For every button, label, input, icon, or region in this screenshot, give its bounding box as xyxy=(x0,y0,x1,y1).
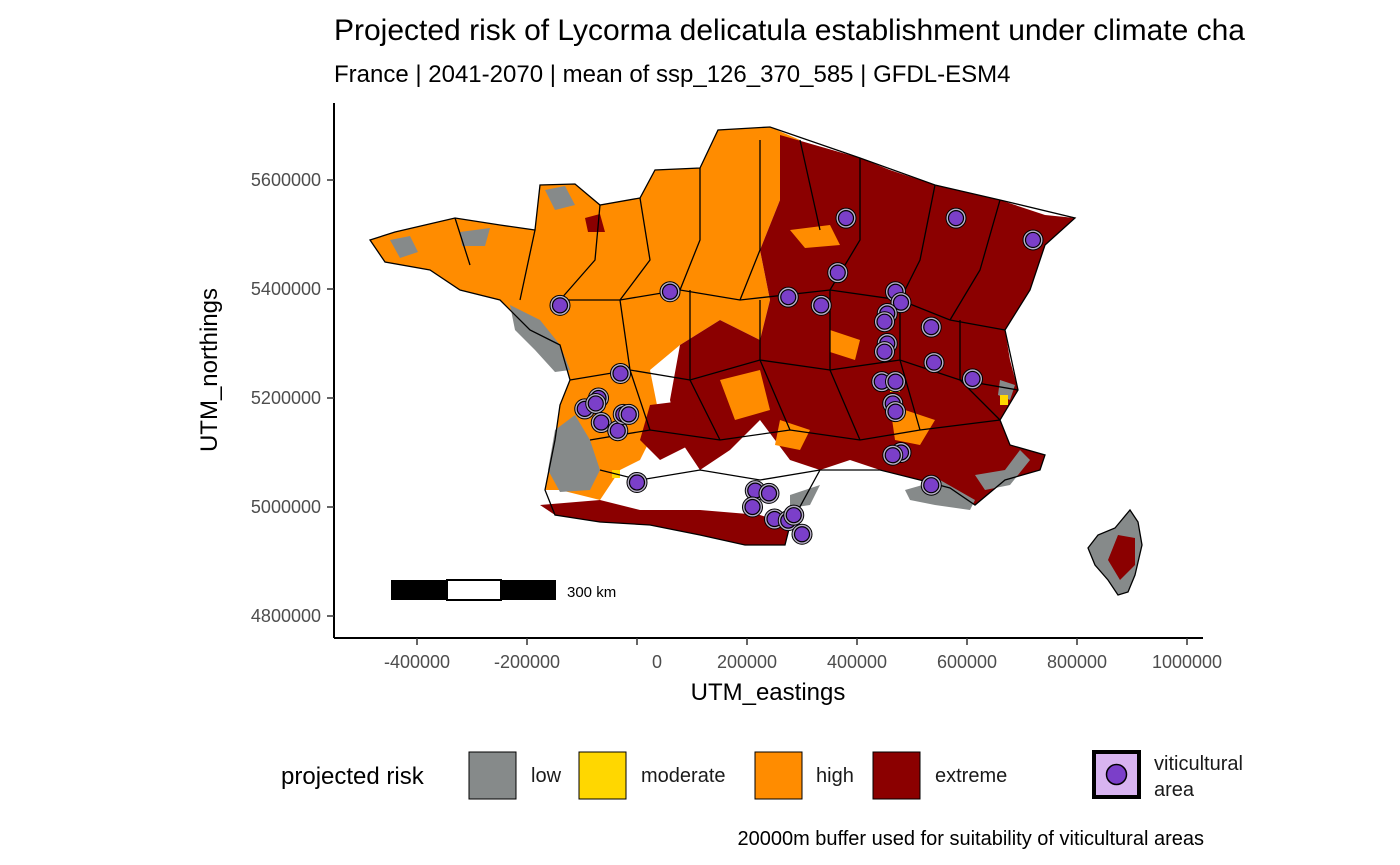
legend-title: projected risk xyxy=(281,763,425,790)
y-tick-label: 5200000 xyxy=(251,388,321,408)
scale-bar-segment xyxy=(501,580,556,600)
legend-viticultural-line: viticultural xyxy=(1154,753,1243,775)
legend-key-high xyxy=(754,751,803,800)
viticultural-area-point xyxy=(593,414,610,431)
y-axis-ticks: 4800000 5000000 5200000 5400000 5600000 xyxy=(251,170,334,626)
legend-key-extreme xyxy=(872,751,921,800)
x-tick-label: 400000 xyxy=(827,652,887,672)
viticultural-area-point xyxy=(760,485,778,502)
legend-key-low xyxy=(468,751,517,800)
x-tick-label: 200000 xyxy=(717,652,777,672)
scale-bar-segment xyxy=(391,580,447,600)
viticultural-area-point xyxy=(923,477,940,494)
scale-bar: 300 km xyxy=(391,579,616,601)
viticultural-area-point xyxy=(947,210,965,227)
viticultural-area-point xyxy=(785,507,802,524)
viticultural-area-point xyxy=(628,474,646,491)
viticultural-area-point xyxy=(813,297,830,314)
legend-key-moderate xyxy=(578,751,627,800)
viticultural-area-point xyxy=(925,354,943,371)
legend-viticultural-line: area xyxy=(1154,779,1195,801)
viticultural-area-point xyxy=(587,395,604,412)
x-tick-label: 0 xyxy=(652,652,662,672)
viticultural-area-point xyxy=(923,319,940,336)
legend-label-extreme: extreme xyxy=(935,765,1007,787)
viticultural-area-point xyxy=(887,403,904,420)
caption: 20000m buffer used for suitability of vi… xyxy=(737,828,1204,850)
legend-label-low: low xyxy=(531,765,562,787)
risk-zone-high xyxy=(370,127,800,500)
legend: projected risk low moderate high extreme vi… xyxy=(281,750,1248,801)
viticultural-area-point xyxy=(661,283,679,300)
y-axis-label: UTM_northings xyxy=(196,288,223,452)
viticultural-area-point xyxy=(744,498,761,516)
viticultural-area-point xyxy=(612,365,629,382)
x-axis-label: UTM_eastings xyxy=(691,679,846,706)
viticultural-area-point xyxy=(1024,231,1042,249)
risk-zone-high xyxy=(720,225,935,450)
viticultural-area-point xyxy=(780,289,797,306)
x-tick-label: -200000 xyxy=(494,652,560,672)
viticultural-area-point xyxy=(551,297,569,314)
viticultural-area-point xyxy=(876,313,893,330)
x-tick-label: 800000 xyxy=(1047,652,1107,672)
risk-zone-extreme xyxy=(540,214,790,545)
viticultural-area-point xyxy=(793,526,811,543)
scale-bar-segment xyxy=(446,579,502,601)
viticultural-area-point xyxy=(609,422,626,439)
legend-items: low moderate high extreme xyxy=(468,751,1007,800)
y-tick-label: 5000000 xyxy=(251,497,321,517)
chart-subtitle: France | 2041-2070 | mean of ssp_126_370… xyxy=(334,61,1010,88)
y-tick-label: 5400000 xyxy=(251,279,321,299)
viticultural-points xyxy=(549,207,1044,545)
y-tick-label: 4800000 xyxy=(251,606,321,626)
x-axis-ticks: -400000 -200000 0 200000 400000 600000 800000 1… xyxy=(384,638,1222,672)
x-tick-label: 600000 xyxy=(937,652,997,672)
legend-viticultural-label: viticultural area xyxy=(1154,753,1248,801)
risk-zone-extreme xyxy=(1108,535,1135,580)
viticultural-area-point xyxy=(892,294,910,311)
legend-label-high: high xyxy=(816,765,854,787)
france-risk-map xyxy=(368,126,1143,596)
risk-zone-extreme xyxy=(670,135,1075,505)
viticultural-area-point xyxy=(887,373,904,390)
x-tick-label: -400000 xyxy=(384,652,450,672)
viticultural-area-point xyxy=(620,406,637,423)
x-tick-label: 1000000 xyxy=(1152,652,1222,672)
scale-bar-label: 300 km xyxy=(567,584,616,601)
y-tick-label: 5600000 xyxy=(251,170,321,190)
legend-label-moderate: moderate xyxy=(641,765,726,787)
viticultural-area-point xyxy=(884,447,901,464)
chart-title: Projected risk of Lycorma delicatula est… xyxy=(334,14,1245,47)
viticultural-area-point xyxy=(876,343,893,360)
legend-viticultural-marker xyxy=(1105,763,1128,786)
viticultural-area-point xyxy=(964,370,981,388)
viticultural-area-point xyxy=(829,264,846,281)
viticultural-area-point xyxy=(837,210,855,227)
